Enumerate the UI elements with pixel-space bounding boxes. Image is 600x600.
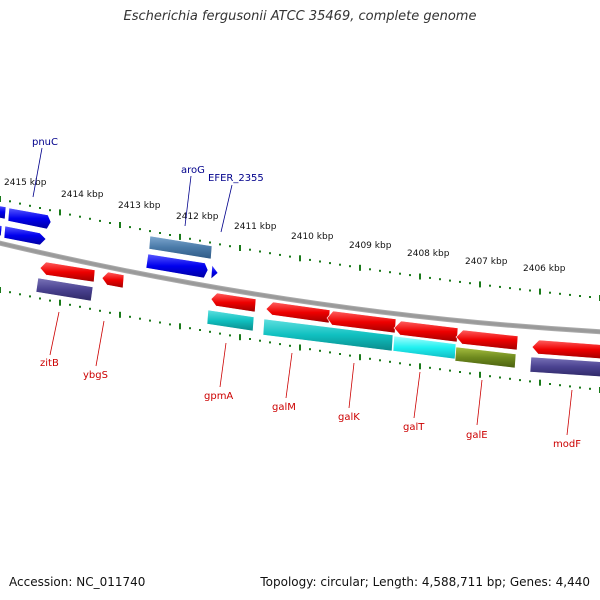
leader-EFER_2355: [220, 184, 233, 233]
feature-pnuC[interactable]: [7, 207, 52, 230]
feature-gpmA[interactable]: [210, 292, 257, 313]
feature-galE[interactable]: [455, 329, 519, 351]
feature-modF-rna[interactable]: [529, 356, 600, 377]
feature-galE-rna[interactable]: [454, 346, 517, 369]
gene-label-ybgS[interactable]: ybgS: [83, 370, 108, 381]
kbp-label-2414: 2414 kbp: [61, 190, 104, 200]
feature-gpmA-rna[interactable]: [206, 309, 255, 332]
gene-label-modF[interactable]: modF: [553, 439, 581, 450]
feature-galM[interactable]: [265, 301, 331, 324]
accession-text: Accession: NC_011740: [9, 575, 146, 589]
gene-label-galT[interactable]: galT: [403, 422, 425, 433]
scale-ticks-inner: [0, 287, 600, 393]
kbp-label-2413: 2413 kbp: [118, 201, 161, 211]
feature-blue-2[interactable]: [0, 224, 3, 237]
feature-galK[interactable]: [326, 310, 397, 334]
feature-EFER_2355[interactable]: [210, 264, 219, 280]
feature-aroG[interactable]: [145, 253, 209, 279]
kbp-label-2409: 2409 kbp: [349, 241, 392, 251]
feature-modF[interactable]: [531, 339, 600, 359]
leader-modF: [566, 389, 573, 436]
kbp-label-2408: 2408 kbp: [407, 249, 450, 259]
feature-zitB-rna[interactable]: [35, 277, 94, 302]
leader-ybgS: [95, 320, 105, 367]
map-title: Escherichia fergusonii ATCC 35469, compl…: [123, 9, 477, 24]
kbp-label-2406: 2406 kbp: [523, 264, 566, 274]
feature-zitB[interactable]: [39, 261, 96, 283]
scale-ticks-outer: [0, 196, 600, 301]
leader-pnuC: [32, 147, 43, 198]
feature-galM-K-rna[interactable]: [262, 318, 394, 352]
kbp-label-2411: 2411 kbp: [234, 222, 277, 232]
leader-galM: [285, 352, 293, 399]
leader-gpmA: [219, 342, 227, 388]
feature-galT[interactable]: [393, 320, 459, 343]
kbp-label-2410: 2410 kbp: [291, 232, 334, 242]
gene-label-pnuC[interactable]: pnuC: [32, 137, 58, 148]
leader-zitB: [49, 311, 60, 356]
gene-label-galE[interactable]: galE: [466, 430, 488, 441]
leader-aroG: [184, 175, 192, 227]
gene-label-aroG[interactable]: aroG: [181, 165, 205, 176]
leader-galK: [348, 362, 355, 409]
genome-summary-text: Topology: circular; Length: 4,588,711 bp…: [260, 575, 590, 589]
kbp-label-2407: 2407 kbp: [465, 257, 508, 267]
feature-blue-1[interactable]: [0, 205, 7, 220]
feature-ybgS[interactable]: [101, 271, 125, 289]
gene-label-gpmA[interactable]: gpmA: [204, 391, 233, 402]
gene-label-galM[interactable]: galM: [272, 402, 296, 413]
kbp-label-2412: 2412 kbp: [176, 212, 219, 222]
feature-aroG-rna[interactable]: [148, 235, 213, 260]
leader-galT: [413, 371, 421, 419]
leader-galE: [476, 379, 483, 426]
genome-backbone-highlight: [0, 241, 600, 334]
gene-label-galK[interactable]: galK: [338, 412, 360, 423]
feature-blue-3[interactable]: [3, 225, 47, 246]
gene-label-zitB[interactable]: zitB: [40, 358, 59, 369]
gene-label-EFER_2355[interactable]: EFER_2355: [208, 173, 264, 184]
kbp-label-2415: 2415 kbp: [4, 178, 47, 188]
